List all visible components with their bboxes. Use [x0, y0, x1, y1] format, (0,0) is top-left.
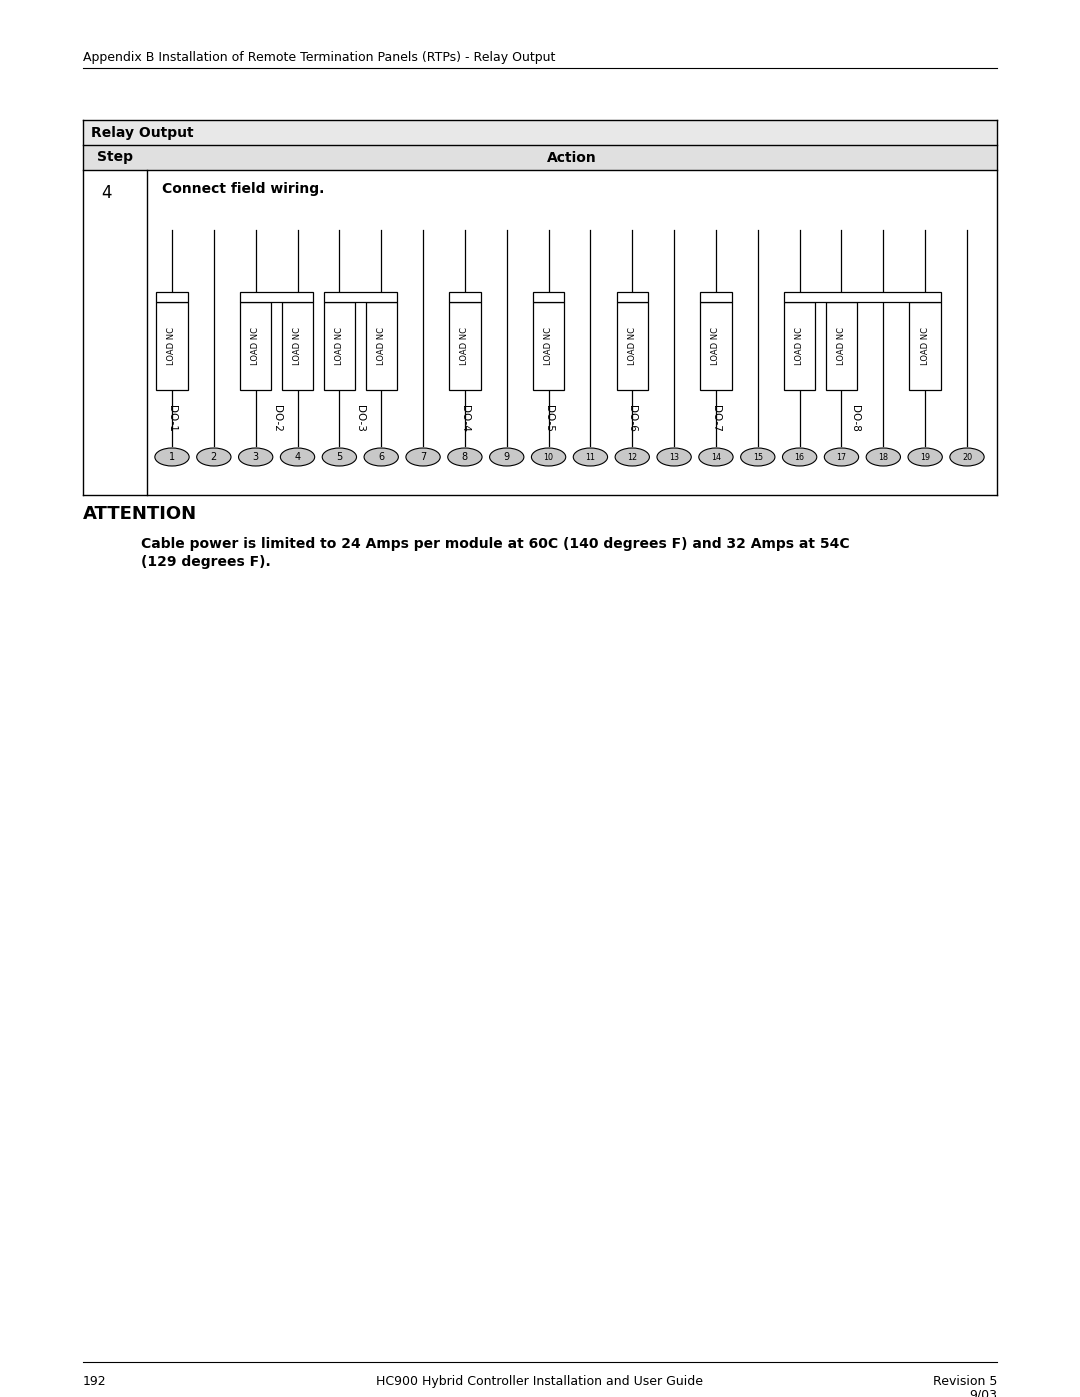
Bar: [449, 302, 481, 390]
Bar: [282, 302, 313, 390]
Text: 10: 10: [543, 453, 554, 461]
Text: (129 degrees F).: (129 degrees F).: [141, 555, 271, 569]
Text: DO-7: DO-7: [711, 405, 721, 432]
Text: LOAD NC: LOAD NC: [795, 327, 805, 365]
Bar: [240, 302, 271, 390]
Text: 9: 9: [503, 453, 510, 462]
Text: 13: 13: [670, 453, 679, 461]
Text: LOAD NC: LOAD NC: [252, 327, 260, 365]
Text: 8: 8: [462, 453, 468, 462]
Text: 192: 192: [83, 1375, 107, 1389]
Bar: [83, 145, 997, 170]
Bar: [240, 292, 313, 302]
Ellipse shape: [741, 448, 775, 467]
Text: 1: 1: [168, 453, 175, 462]
Text: 14: 14: [711, 453, 721, 461]
Text: LOAD NC: LOAD NC: [544, 327, 553, 365]
Ellipse shape: [657, 448, 691, 467]
Text: 12: 12: [627, 453, 637, 461]
Ellipse shape: [616, 448, 649, 467]
Bar: [532, 292, 564, 302]
Ellipse shape: [197, 448, 231, 467]
Text: 20: 20: [962, 453, 972, 461]
Bar: [700, 302, 731, 390]
Text: 16: 16: [795, 453, 805, 461]
Text: 11: 11: [585, 453, 595, 461]
Text: DO-1: DO-1: [167, 405, 177, 432]
Text: Step: Step: [97, 151, 133, 165]
Ellipse shape: [866, 448, 901, 467]
Bar: [700, 292, 731, 302]
Text: Connect field wiring.: Connect field wiring.: [162, 182, 324, 196]
Ellipse shape: [322, 448, 356, 467]
Text: Cable power is limited to 24 Amps per module at 60C (140 degrees F) and 32 Amps : Cable power is limited to 24 Amps per mo…: [141, 536, 850, 550]
Text: 7: 7: [420, 453, 427, 462]
Bar: [532, 302, 564, 390]
Bar: [324, 292, 397, 302]
Text: 4: 4: [295, 453, 300, 462]
Bar: [909, 302, 941, 390]
Text: Relay Output: Relay Output: [91, 126, 193, 140]
Text: 18: 18: [878, 453, 889, 461]
Text: Action: Action: [548, 151, 597, 165]
Bar: [324, 302, 355, 390]
Text: HC900 Hybrid Controller Installation and User Guide: HC900 Hybrid Controller Installation and…: [377, 1375, 703, 1389]
Bar: [157, 302, 188, 390]
Bar: [784, 302, 815, 390]
Text: Appendix B Installation of Remote Termination Panels (RTPs) - Relay Output: Appendix B Installation of Remote Termin…: [83, 52, 555, 64]
Text: DO-4: DO-4: [460, 405, 470, 432]
Text: LOAD NC: LOAD NC: [920, 327, 930, 365]
Bar: [784, 292, 941, 302]
Ellipse shape: [406, 448, 441, 467]
Text: 6: 6: [378, 453, 384, 462]
Text: LOAD NC: LOAD NC: [627, 327, 637, 365]
Text: LOAD NC: LOAD NC: [335, 327, 343, 365]
Ellipse shape: [949, 448, 984, 467]
Ellipse shape: [364, 448, 399, 467]
Text: ATTENTION: ATTENTION: [83, 504, 198, 522]
Text: 3: 3: [253, 453, 259, 462]
Text: 17: 17: [836, 453, 847, 461]
Text: DO-8: DO-8: [850, 405, 861, 432]
Bar: [617, 302, 648, 390]
Bar: [365, 302, 397, 390]
Text: 9/03: 9/03: [969, 1389, 997, 1397]
Bar: [83, 120, 997, 145]
Bar: [617, 292, 648, 302]
Text: LOAD NC: LOAD NC: [167, 327, 176, 365]
Text: DO-3: DO-3: [355, 405, 365, 432]
Text: DO-2: DO-2: [271, 405, 282, 432]
Ellipse shape: [573, 448, 608, 467]
Text: 4: 4: [102, 184, 111, 203]
Ellipse shape: [489, 448, 524, 467]
Text: LOAD NC: LOAD NC: [377, 327, 386, 365]
Ellipse shape: [699, 448, 733, 467]
Text: DO-6: DO-6: [627, 405, 637, 432]
Ellipse shape: [448, 448, 482, 467]
Text: 15: 15: [753, 453, 762, 461]
Ellipse shape: [908, 448, 943, 467]
Text: Revision 5: Revision 5: [933, 1375, 997, 1389]
Ellipse shape: [783, 448, 816, 467]
Ellipse shape: [281, 448, 314, 467]
Text: LOAD NC: LOAD NC: [460, 327, 470, 365]
Ellipse shape: [824, 448, 859, 467]
Text: 2: 2: [211, 453, 217, 462]
Text: 19: 19: [920, 453, 930, 461]
Ellipse shape: [154, 448, 189, 467]
Bar: [157, 292, 188, 302]
Bar: [826, 302, 858, 390]
Ellipse shape: [239, 448, 273, 467]
Text: 5: 5: [336, 453, 342, 462]
Ellipse shape: [531, 448, 566, 467]
Text: LOAD NC: LOAD NC: [712, 327, 720, 365]
Text: LOAD NC: LOAD NC: [293, 327, 302, 365]
Text: DO-5: DO-5: [543, 405, 554, 432]
Bar: [449, 292, 481, 302]
Text: LOAD NC: LOAD NC: [837, 327, 846, 365]
